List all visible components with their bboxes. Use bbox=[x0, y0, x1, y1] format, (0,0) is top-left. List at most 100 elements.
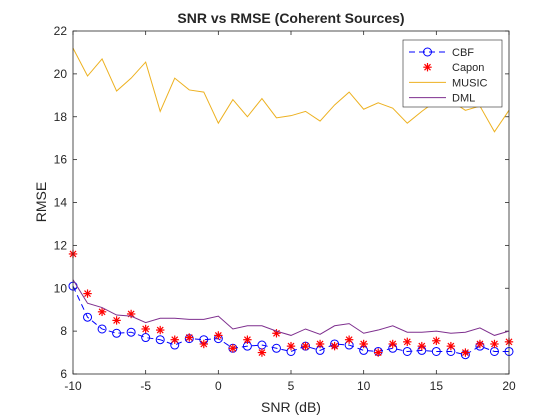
capon-point bbox=[388, 339, 397, 349]
dml-series bbox=[72, 279, 510, 336]
capon-point bbox=[170, 335, 179, 344]
x-tick-label: -5 bbox=[140, 379, 151, 393]
y-tick-label: 8 bbox=[60, 324, 67, 338]
x-tick-label: 5 bbox=[288, 379, 295, 393]
x-axis-label: SNR (dB) bbox=[261, 399, 321, 415]
asterisk-stroke bbox=[316, 340, 324, 348]
asterisk-stroke bbox=[98, 308, 106, 316]
legend-item-cbf: CBF bbox=[409, 47, 474, 59]
dml-line bbox=[72, 279, 510, 336]
capon-point bbox=[359, 339, 368, 349]
capon-point bbox=[141, 324, 150, 334]
legend-item-capon: Capon bbox=[423, 62, 484, 74]
capon-point bbox=[374, 348, 383, 357]
asterisk-stroke bbox=[447, 342, 455, 350]
asterisk-stroke bbox=[243, 336, 251, 344]
capon-point bbox=[199, 339, 208, 349]
legend-label: Capon bbox=[452, 62, 484, 74]
y-axis-label: RMSE bbox=[33, 182, 49, 222]
y-tick-label: 22 bbox=[54, 24, 68, 38]
asterisk-stroke bbox=[345, 336, 353, 344]
asterisk-stroke bbox=[287, 342, 295, 350]
legend-label: MUSIC bbox=[452, 77, 488, 89]
cbf-point bbox=[126, 327, 136, 337]
cbf-point bbox=[271, 343, 281, 353]
asterisk-stroke bbox=[302, 342, 309, 350]
asterisk-stroke bbox=[403, 338, 411, 346]
cbf-point bbox=[155, 335, 165, 345]
legend-label: DML bbox=[452, 93, 475, 105]
x-tick-label: -10 bbox=[64, 379, 82, 393]
asterisk-stroke bbox=[84, 290, 91, 298]
cbf-line bbox=[72, 285, 509, 356]
y-tick-label: 6 bbox=[60, 367, 67, 381]
y-tick-label: 16 bbox=[54, 153, 68, 167]
asterisk-stroke bbox=[171, 336, 179, 344]
capon-point bbox=[490, 339, 499, 349]
asterisk-stroke bbox=[142, 325, 150, 333]
asterisk-stroke bbox=[156, 326, 164, 334]
x-tick-label: 20 bbox=[502, 379, 516, 393]
legend-marker bbox=[423, 47, 432, 57]
x-tick-label: 15 bbox=[430, 379, 444, 393]
capon-point bbox=[446, 341, 456, 351]
legend-label: CBF bbox=[452, 47, 474, 59]
capon-point bbox=[243, 335, 252, 344]
legend: CBF Capon MUSIC DML bbox=[402, 39, 503, 108]
y-tick-label: 18 bbox=[54, 110, 68, 124]
capon-point bbox=[83, 289, 92, 298]
legend-item-dml: DML bbox=[409, 93, 475, 105]
y-tick-label: 20 bbox=[54, 67, 68, 81]
cbf-point bbox=[83, 312, 93, 322]
asterisk-stroke bbox=[185, 334, 193, 342]
capon-point bbox=[461, 348, 470, 357]
cbf-point bbox=[112, 328, 122, 338]
asterisk-stroke bbox=[229, 344, 237, 352]
asterisk-stroke bbox=[476, 340, 484, 348]
capon-point bbox=[301, 341, 310, 351]
chart-title: SNR vs RMSE (Coherent Sources) bbox=[177, 10, 404, 26]
axes-box bbox=[72, 30, 510, 375]
asterisk-stroke bbox=[432, 337, 440, 345]
asterisk-stroke bbox=[214, 331, 222, 339]
asterisk-stroke bbox=[331, 342, 339, 350]
asterisk-stroke bbox=[491, 340, 498, 348]
cbf-point bbox=[431, 346, 441, 356]
legend-item-music: MUSIC bbox=[409, 77, 488, 89]
cbf-point bbox=[402, 346, 412, 356]
asterisk-stroke bbox=[389, 340, 397, 348]
legend-marker bbox=[423, 63, 432, 72]
y-tick-label: 10 bbox=[54, 281, 68, 295]
capon-point bbox=[432, 336, 441, 345]
capon-point bbox=[403, 337, 412, 347]
asterisk-stroke bbox=[461, 349, 469, 357]
capon-point bbox=[156, 325, 165, 335]
asterisk-stroke bbox=[360, 340, 368, 348]
capon-point bbox=[112, 316, 121, 325]
asterisk-stroke bbox=[424, 63, 431, 71]
x-tick-label: 0 bbox=[215, 379, 222, 393]
capon-point bbox=[417, 341, 426, 351]
axis-ticks: -10 -5 0 5 10 15 20 6 8 10 12 14 16 18 20 22 bbox=[54, 24, 516, 393]
capon-point bbox=[286, 341, 296, 351]
capon-point bbox=[315, 339, 325, 349]
asterisk-stroke bbox=[418, 342, 426, 350]
y-tick-label: 14 bbox=[54, 196, 68, 210]
asterisk-stroke bbox=[258, 349, 266, 357]
capon-point bbox=[97, 307, 107, 317]
cbf-point bbox=[97, 324, 107, 334]
legend-box bbox=[402, 39, 503, 108]
capon-point bbox=[185, 333, 194, 342]
asterisk-stroke bbox=[200, 340, 208, 348]
capon-point bbox=[214, 331, 223, 340]
capon-point bbox=[228, 344, 238, 353]
asterisk-stroke bbox=[374, 349, 382, 357]
asterisk-stroke bbox=[113, 316, 121, 324]
capon-point bbox=[257, 348, 267, 357]
x-tick-label: 10 bbox=[357, 379, 371, 393]
capon-point bbox=[475, 339, 485, 349]
y-tick-label: 12 bbox=[54, 238, 68, 252]
capon-point bbox=[330, 341, 339, 351]
capon-point bbox=[344, 335, 354, 344]
